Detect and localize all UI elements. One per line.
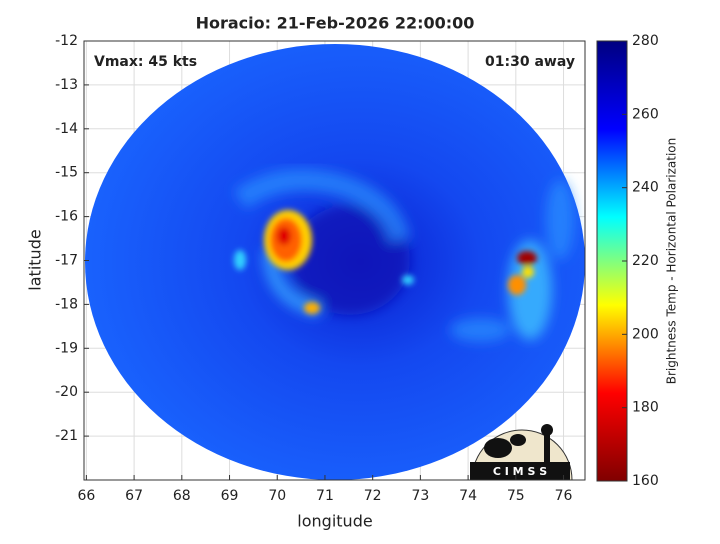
- x-tick-label: 69: [221, 488, 239, 504]
- x-tick-label: 76: [555, 488, 573, 504]
- y-tick-label: -20: [55, 384, 78, 400]
- logo: C I M S S: [470, 424, 573, 481]
- y-tick-label: -15: [55, 165, 78, 181]
- y-tick-label: -21: [55, 428, 78, 444]
- colorbar-tick-label: 200: [632, 326, 659, 342]
- x-tick-label: 72: [364, 488, 382, 504]
- y-tick-label: -19: [55, 340, 78, 356]
- y-tick-label: -18: [55, 296, 78, 312]
- annotation: Vmax: 45 kts: [94, 54, 197, 70]
- y-tick-label: -14: [55, 121, 78, 137]
- y-tick-label: -13: [55, 77, 78, 93]
- x-axis-label: longitude: [297, 512, 372, 531]
- colorbar-tick-label: 180: [632, 400, 659, 416]
- colorbar-tick-label: 160: [632, 473, 659, 489]
- colorbar-tick-label: 220: [632, 253, 659, 269]
- y-tick-label: -17: [55, 253, 78, 269]
- colorbar-tick-label: 280: [632, 33, 659, 49]
- logo-text: C I M S S: [493, 465, 547, 478]
- x-tick-label: 74: [459, 488, 477, 504]
- x-tick-label: 75: [507, 488, 525, 504]
- colorbar-tick-label: 240: [632, 180, 659, 196]
- x-tick-label: 73: [411, 488, 429, 504]
- x-tick-label: 68: [173, 488, 191, 504]
- y-tick-label: -12: [55, 33, 78, 49]
- colorbar-label: Brightness Temp - Horizontal Polarizatio…: [665, 138, 679, 385]
- x-tick-label: 66: [77, 488, 95, 504]
- x-tick-label: 67: [125, 488, 143, 504]
- y-axis-label: latitude: [26, 229, 45, 290]
- annotation: 01:30 away: [485, 54, 575, 70]
- colorbar-tick-label: 260: [632, 106, 659, 122]
- chart-title: Horacio: 21-Feb-2026 22:00:00: [196, 14, 475, 33]
- satellite-image: [85, 44, 585, 480]
- y-tick-label: -16: [55, 209, 78, 225]
- x-tick-label: 71: [316, 488, 334, 504]
- x-tick-label: 70: [268, 488, 286, 504]
